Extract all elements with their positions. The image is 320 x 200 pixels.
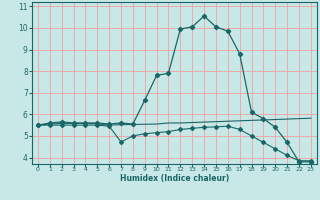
X-axis label: Humidex (Indice chaleur): Humidex (Indice chaleur)	[120, 174, 229, 183]
